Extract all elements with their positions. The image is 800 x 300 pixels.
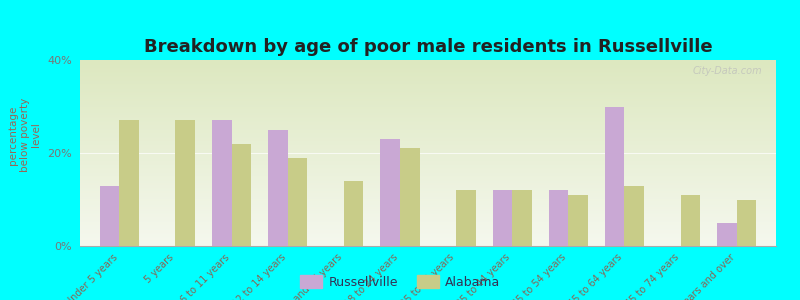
Bar <box>625 185 644 246</box>
Bar <box>681 195 700 246</box>
Bar <box>400 148 419 246</box>
Bar <box>344 181 363 246</box>
Bar <box>231 144 251 246</box>
Bar <box>456 190 476 246</box>
Bar <box>268 130 288 246</box>
Text: percentage
below poverty
level: percentage below poverty level <box>8 98 42 172</box>
Text: City-Data.com: City-Data.com <box>693 66 762 76</box>
Bar <box>512 190 532 246</box>
Bar <box>568 195 588 246</box>
Bar <box>605 106 625 246</box>
Bar <box>119 120 139 246</box>
Bar <box>549 190 568 246</box>
Bar <box>212 120 231 246</box>
Bar <box>493 190 512 246</box>
Bar <box>380 139 400 246</box>
Bar <box>288 158 307 246</box>
Bar <box>737 200 756 246</box>
Title: Breakdown by age of poor male residents in Russellville: Breakdown by age of poor male residents … <box>144 38 712 56</box>
Bar <box>100 185 119 246</box>
Legend: Russellville, Alabama: Russellville, Alabama <box>294 270 506 294</box>
Bar <box>175 120 195 246</box>
Bar <box>717 223 737 246</box>
